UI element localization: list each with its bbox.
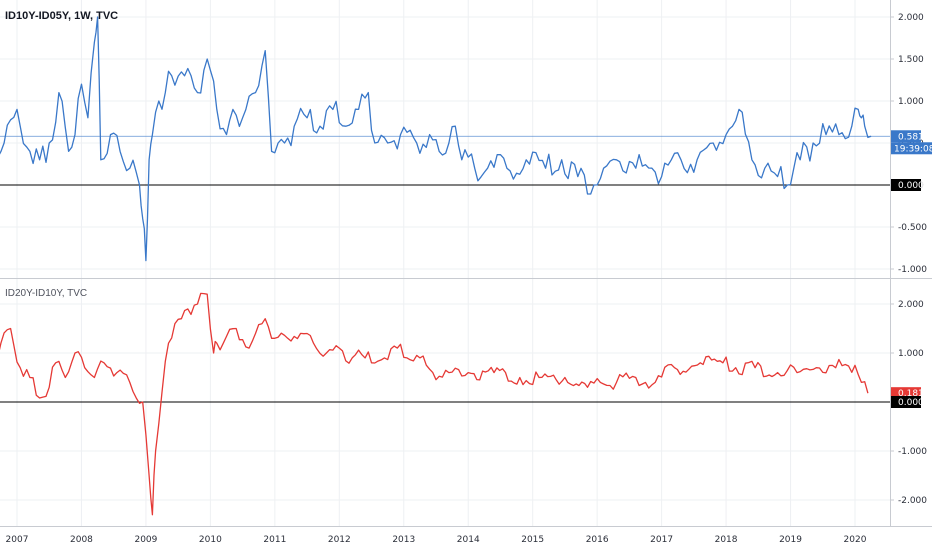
y-tick-label: 2.000 xyxy=(898,300,924,310)
x-tick-label-2008: 2008 xyxy=(70,535,93,545)
x-tick-label-2016: 2016 xyxy=(586,535,609,545)
grid xyxy=(0,0,890,526)
panel-2: ID20Y-ID10Y, TVC xyxy=(0,288,890,516)
x-tick-label-2009: 2009 xyxy=(134,535,157,545)
zero-label-1: 0.000 xyxy=(898,181,924,191)
x-tick-label-2012: 2012 xyxy=(328,535,351,545)
y-tick-label: 2.000 xyxy=(898,13,924,23)
zero-label-2: 0.000 xyxy=(898,398,924,408)
y-tick-label: -2.000 xyxy=(898,496,927,506)
x-tick-label-2011: 2011 xyxy=(263,535,286,545)
x-tick-label-2010: 2010 xyxy=(199,535,222,545)
y-tick-label: 1.000 xyxy=(898,97,924,107)
zero-tag-2 xyxy=(891,396,921,408)
x-tick-label-2013: 2013 xyxy=(392,535,415,545)
series-line-1[interactable] xyxy=(0,16,872,262)
y-tick-label: 1.000 xyxy=(898,349,924,359)
last-value-label-1: 0.581 xyxy=(898,132,924,142)
series-line-2[interactable] xyxy=(0,292,869,516)
x-tick-label-2020: 2020 xyxy=(844,535,867,545)
y-tick-label: -1.000 xyxy=(898,265,927,275)
y-tick-label: 1.500 xyxy=(898,55,924,65)
last-value-label-2: 0.181 xyxy=(898,389,924,399)
zero-tag-1 xyxy=(891,179,921,191)
last-value-tag-1 xyxy=(891,130,921,143)
x-tick-label-2014: 2014 xyxy=(457,535,480,545)
countdown-tag xyxy=(891,142,932,155)
x-tick-label-2017: 2017 xyxy=(650,535,673,545)
countdown-label: 19:39:08 xyxy=(894,144,932,154)
x-tick-label-2018: 2018 xyxy=(715,535,738,545)
y-tick-label: -0.500 xyxy=(898,223,927,233)
x-tick-label-2015: 2015 xyxy=(521,535,544,545)
panel-1: ID10Y-ID05Y, 1W, TVC xyxy=(0,10,890,262)
y-tick-label: -1.000 xyxy=(898,447,927,457)
x-tick-label-2019: 2019 xyxy=(779,535,802,545)
x-tick-label-2007: 2007 xyxy=(6,535,29,545)
panel-title-1: ID10Y-ID05Y, 1W, TVC xyxy=(5,10,118,22)
panel-title-2: ID20Y-ID10Y, TVC xyxy=(5,288,87,299)
